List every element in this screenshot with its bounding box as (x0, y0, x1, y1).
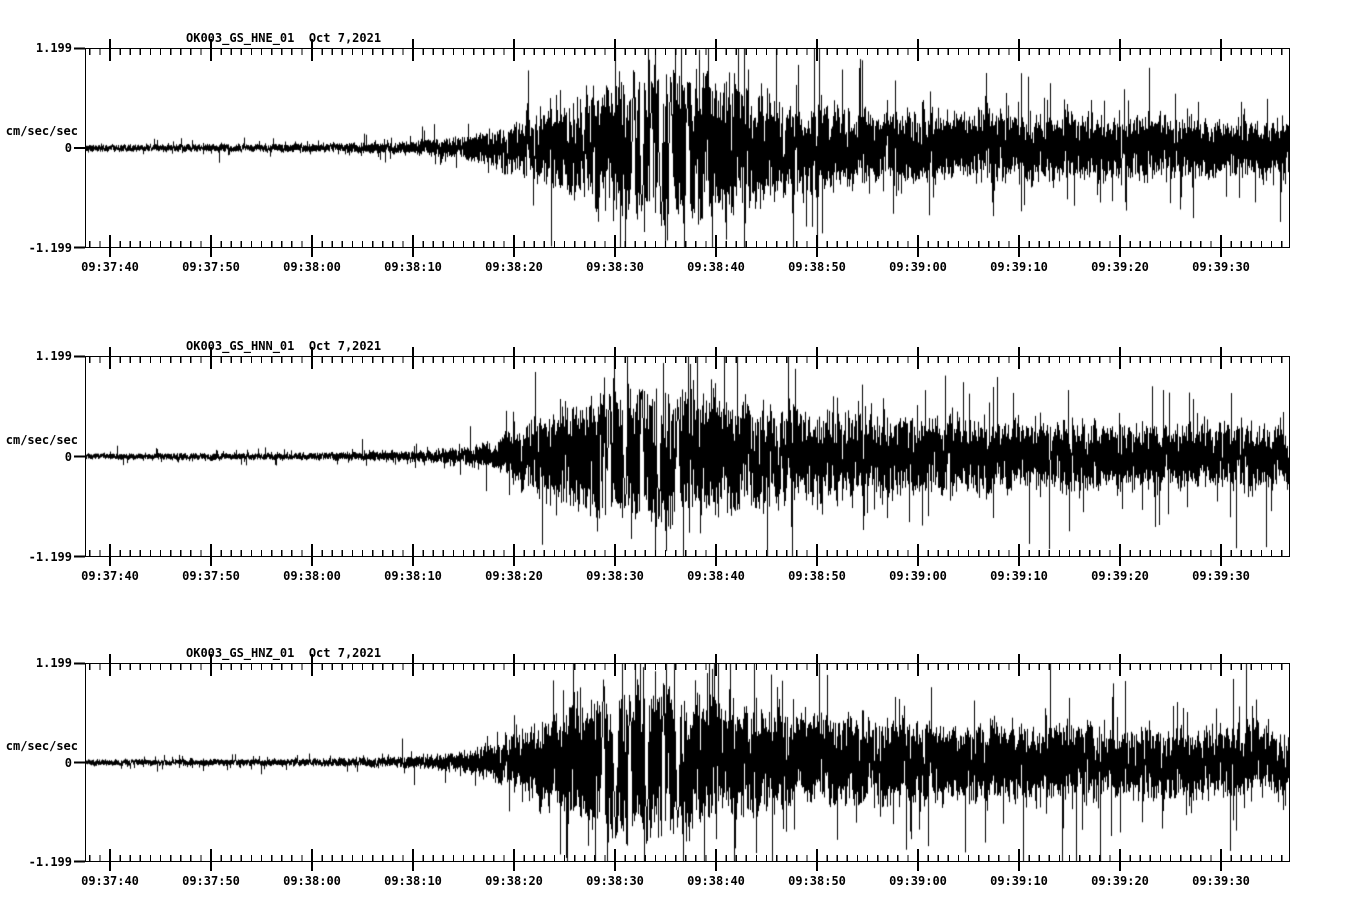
x-tick-label: 09:39:20 (1091, 260, 1149, 274)
plot-title: OK003_GS_HNZ_01 Oct 7,2021 (186, 646, 382, 660)
x-tick-label: 09:39:10 (990, 260, 1048, 274)
x-tick-label: 09:38:10 (384, 874, 442, 888)
x-tick-label: 09:38:10 (384, 569, 442, 583)
y-tick-label-zero: 0 (64, 141, 72, 155)
x-tick-label: 09:38:20 (485, 260, 543, 274)
x-tick-label: 09:39:30 (1192, 569, 1250, 583)
y-axis-unit-label: cm/sec/sec (5, 432, 78, 447)
x-tick-label: 09:38:00 (283, 874, 341, 888)
waveform-trace (86, 664, 1289, 861)
y-axis-unit-label: cm/sec/sec (5, 738, 78, 753)
x-tick-label: 09:37:40 (81, 874, 139, 888)
x-tick-label: 09:39:30 (1192, 260, 1250, 274)
x-tick-label: 09:37:50 (182, 260, 240, 274)
x-tick-label: 09:39:30 (1192, 874, 1250, 888)
y-axis-unit-label: cm/sec/sec (5, 124, 78, 138)
x-tick-label: 09:39:10 (990, 569, 1048, 583)
x-tick-label: 09:39:20 (1091, 569, 1149, 583)
x-tick-label: 09:38:00 (283, 260, 341, 274)
plot-title: OK003_GS_HNE_01 Oct 7,2021 (186, 31, 382, 45)
x-tick-label: 09:39:10 (990, 874, 1048, 888)
x-tick-label: 09:38:20 (485, 874, 543, 888)
x-tick-label: 09:38:40 (687, 260, 745, 274)
x-tick-label: 09:38:40 (687, 874, 745, 888)
x-tick-label: 09:37:50 (182, 874, 240, 888)
x-tick-label: 09:39:00 (889, 260, 947, 274)
x-tick-label: 09:38:40 (687, 569, 745, 583)
y-tick-label-max: 1.199 (35, 41, 72, 55)
y-tick-label-zero: 0 (64, 449, 72, 464)
x-tick-label: 09:38:50 (788, 874, 846, 888)
x-tick-label: 09:38:30 (586, 569, 644, 583)
x-tick-label: 09:38:50 (788, 569, 846, 583)
x-tick-label: 09:39:00 (889, 874, 947, 888)
x-tick-label: 09:39:20 (1091, 874, 1149, 888)
x-tick-label: 09:37:40 (81, 260, 139, 274)
x-tick-label: 09:38:30 (586, 874, 644, 888)
y-tick-label-zero: 0 (64, 755, 72, 770)
y-tick-label-max: 1.199 (35, 349, 72, 363)
plot-title: OK003_GS_HNN_01 Oct 7,2021 (186, 339, 382, 353)
y-tick-label-min: -1.199 (28, 550, 72, 564)
waveform-trace (86, 357, 1289, 556)
x-tick-label: 09:37:40 (81, 569, 139, 583)
y-tick-label-max: 1.199 (35, 656, 72, 670)
x-tick-label: 09:38:50 (788, 260, 846, 274)
x-tick-label: 09:38:30 (586, 260, 644, 274)
y-tick-label-min: -1.199 (28, 855, 72, 869)
x-tick-label: 09:37:50 (182, 569, 240, 583)
y-tick-label-min: -1.199 (28, 241, 72, 255)
x-tick-label: 09:39:00 (889, 569, 947, 583)
x-tick-label: 09:38:00 (283, 569, 341, 583)
x-tick-label: 09:38:20 (485, 569, 543, 583)
x-tick-label: 09:38:10 (384, 260, 442, 274)
waveform-trace (86, 49, 1289, 247)
